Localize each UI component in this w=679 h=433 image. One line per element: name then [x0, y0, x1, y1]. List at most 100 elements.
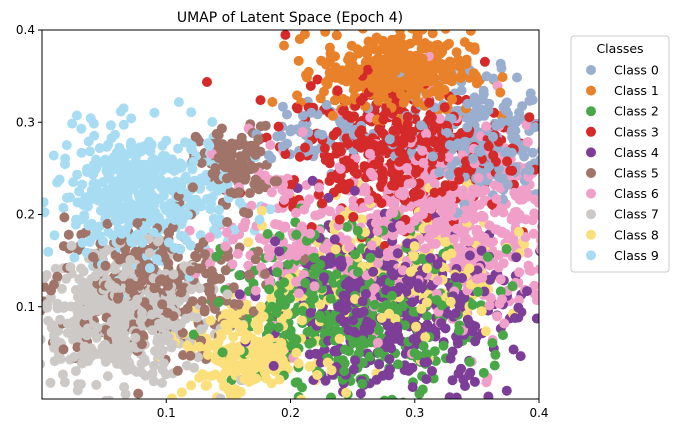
scatter-point-class-9	[169, 214, 180, 225]
scatter-point-class-6	[335, 163, 346, 174]
scatter-point-class-7	[161, 329, 172, 340]
scatter-point-class-9	[139, 159, 150, 170]
scatter-point-class-7	[140, 356, 150, 367]
chart-title: UMAP of Latent Space (Epoch 4)	[177, 10, 403, 26]
scatter-point-class-1	[412, 30, 423, 41]
scatter-point-class-2	[284, 293, 295, 304]
scatter-point-class-5	[182, 303, 193, 314]
scatter-point-class-5	[250, 254, 261, 265]
scatter-point-class-9	[254, 214, 265, 225]
scatter-point-class-5	[215, 273, 226, 284]
scatter-point-class-0	[530, 122, 539, 133]
scatter-point-class-8	[220, 367, 231, 378]
scatter-point-class-9	[173, 97, 184, 108]
scatter-point-class-7	[152, 236, 163, 247]
scatter-point-class-5	[58, 344, 69, 355]
scatter-point-class-0	[465, 116, 476, 126]
scatter-point-class-8	[411, 321, 421, 332]
scatter-point-class-8	[293, 358, 304, 369]
scatter-point-class-3	[334, 142, 345, 152]
scatter-point-class-5	[156, 274, 167, 285]
scatter-point-class-5	[136, 262, 147, 273]
scatter-point-class-4	[476, 245, 487, 256]
scatter-point-class-7	[42, 298, 53, 309]
legend-marker	[586, 209, 596, 220]
scatter-point-class-6	[388, 230, 399, 241]
scatter-point-class-3	[292, 103, 303, 114]
scatter-points	[29, 30, 539, 399]
scatter-point-class-2	[331, 325, 341, 336]
scatter-point-class-6	[341, 235, 352, 246]
scatter-point-class-9	[71, 110, 82, 121]
scatter-point-class-6	[382, 247, 393, 258]
scatter-point-class-0	[459, 198, 470, 209]
scatter-point-class-1	[413, 67, 424, 78]
scatter-point-class-3	[488, 150, 499, 161]
scatter-point-class-9	[136, 200, 147, 211]
scatter-point-class-6	[291, 207, 301, 218]
scatter-point-class-4	[501, 385, 512, 396]
scatter-point-class-3	[402, 111, 413, 122]
scatter-point-class-4	[447, 346, 458, 357]
scatter-point-class-8	[326, 365, 337, 376]
scatter-point-class-0	[444, 169, 455, 180]
scatter-point-class-5	[213, 153, 224, 163]
scatter-point-class-7	[186, 284, 197, 295]
scatter-point-class-3	[334, 214, 345, 225]
scatter-point-class-4	[348, 315, 358, 326]
scatter-point-class-8	[234, 345, 245, 356]
scatter-point-class-8	[464, 263, 475, 274]
scatter-point-class-1	[338, 93, 348, 104]
scatter-point-class-6	[389, 198, 400, 209]
scatter-point-class-9	[205, 204, 216, 215]
scatter-point-class-3	[426, 112, 437, 123]
scatter-point-class-4	[325, 252, 336, 263]
scatter-point-class-3	[376, 198, 387, 209]
scatter-point-class-8	[258, 311, 269, 322]
scatter-point-class-1	[324, 42, 335, 53]
scatter-point-class-2	[408, 306, 419, 317]
scatter-point-class-9	[126, 137, 136, 148]
scatter-point-class-8	[256, 205, 267, 216]
scatter-point-class-9	[101, 166, 112, 177]
scatter-point-class-0	[297, 110, 308, 121]
scatter-point-class-3	[461, 163, 471, 173]
scatter-point-class-3	[357, 134, 368, 145]
scatter-point-class-9	[186, 144, 197, 155]
scatter-point-class-5	[185, 350, 196, 361]
scatter-point-class-7	[29, 313, 39, 323]
scatter-point-class-2	[302, 327, 313, 338]
scatter-point-class-7	[85, 285, 96, 296]
legend-label: Class 9	[614, 248, 659, 263]
scatter-point-class-6	[403, 179, 414, 189]
legend-marker	[586, 65, 596, 75]
scatter-point-class-6	[473, 172, 484, 183]
scatter-point-class-4	[319, 272, 329, 283]
scatter-point-class-4	[472, 265, 483, 276]
scatter-point-class-2	[348, 337, 359, 348]
scatter-point-class-2	[454, 325, 465, 336]
scatter-point-class-7	[91, 379, 102, 390]
scatter-point-class-5	[248, 306, 259, 317]
scatter-point-class-6	[348, 201, 359, 212]
scatter-point-class-1	[387, 81, 398, 92]
scatter-point-class-6	[397, 265, 408, 276]
scatter-point-class-9	[68, 177, 79, 188]
scatter-point-class-9	[195, 180, 206, 191]
scatter-point-class-2	[473, 286, 483, 297]
scatter-point-class-1	[428, 60, 439, 71]
scatter-point-class-7	[106, 316, 117, 327]
scatter-point-class-1	[353, 48, 364, 59]
scatter-point-class-2	[357, 335, 368, 346]
scatter-point-class-1	[346, 40, 357, 51]
scatter-point-class-8	[481, 326, 491, 337]
scatter-point-class-6	[263, 251, 274, 262]
scatter-point-class-8	[476, 306, 487, 317]
scatter-point-class-5	[162, 307, 173, 318]
scatter-point-class-9	[159, 186, 170, 197]
scatter-point-class-3	[453, 167, 464, 178]
scatter-point-class-7	[56, 283, 67, 294]
scatter-point-class-2	[315, 310, 325, 321]
y-tick-label: 0.1	[16, 300, 35, 314]
scatter-point-class-7	[174, 295, 185, 306]
